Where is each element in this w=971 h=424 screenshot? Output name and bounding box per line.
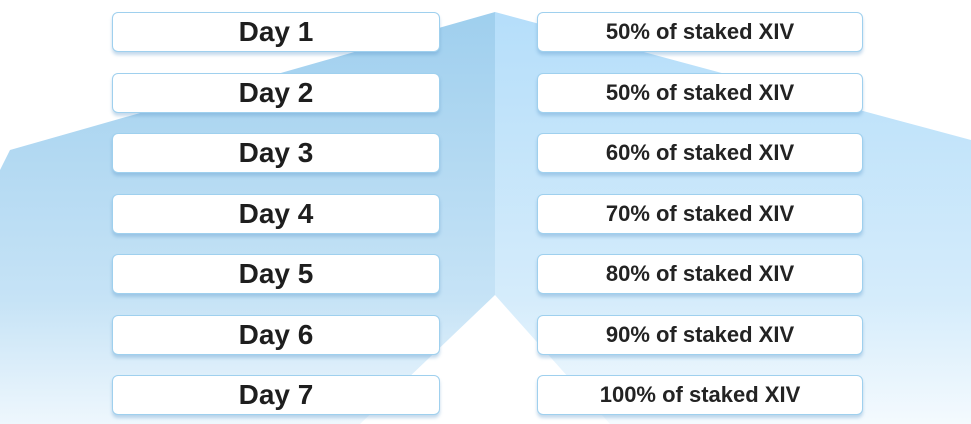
reward-label: 80% of staked XIV: [537, 254, 863, 294]
day-label: Day 5: [112, 254, 440, 294]
reward-label: 50% of staked XIV: [537, 12, 863, 52]
reward-label: 50% of staked XIV: [537, 72, 863, 113]
day-label: Day 2: [112, 72, 440, 113]
day-label: Day 7: [112, 375, 440, 415]
day-label: Day 4: [112, 193, 440, 234]
day-label: Day 1: [112, 12, 440, 52]
reward-label: 60% of staked XIV: [537, 133, 863, 173]
reward-label: 90% of staked XIV: [537, 314, 863, 355]
reward-label: 70% of staked XIV: [537, 193, 863, 234]
day-label: Day 6: [112, 314, 440, 355]
reward-label: 100% of staked XIV: [537, 375, 863, 415]
day-label: Day 3: [112, 133, 440, 173]
